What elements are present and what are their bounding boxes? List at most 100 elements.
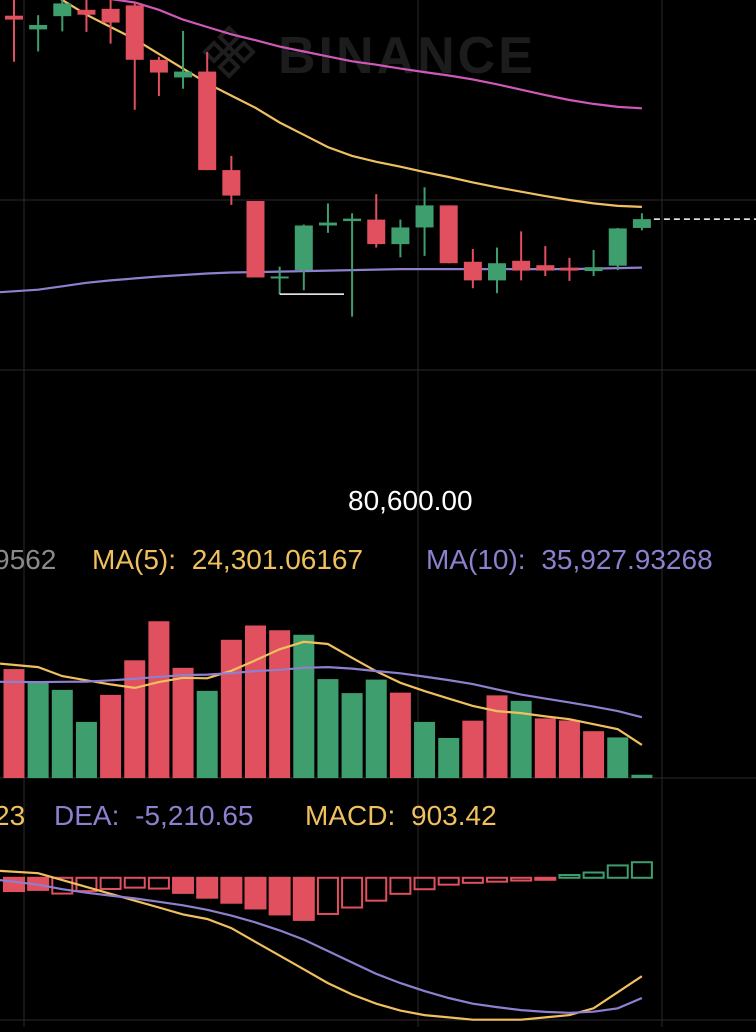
volume-bar — [124, 660, 146, 778]
volume-bar — [220, 639, 242, 778]
volume-bar — [148, 621, 170, 778]
macd-hist-bar — [486, 876, 508, 883]
candle — [367, 194, 386, 248]
macd-hist-bar — [389, 876, 412, 895]
volume-bar — [558, 720, 580, 778]
candle-body — [270, 276, 289, 279]
volume-bar — [414, 721, 436, 778]
volume-bar — [462, 720, 484, 778]
volume-bar — [341, 693, 363, 778]
macd-hist-bar — [172, 876, 195, 894]
candle — [391, 219, 410, 258]
binance-logo-icon — [202, 25, 256, 79]
macd-hist-bar — [123, 876, 146, 889]
watermark-text: BINANCE — [278, 27, 536, 85]
volume-ma-line-0 — [0, 640, 643, 746]
candle — [222, 155, 241, 205]
candle-body — [77, 9, 96, 15]
volume-legend: 9562 MA(5): 24,301.06167 MA(10): 35,927.… — [0, 544, 713, 575]
volume-bar — [51, 689, 73, 778]
candle — [584, 250, 603, 276]
candle — [343, 213, 362, 317]
candle-body — [584, 267, 603, 272]
candle-body — [439, 205, 458, 264]
candle — [5, 0, 23, 62]
candle — [318, 203, 337, 233]
candle — [632, 213, 651, 231]
macd-hist-bar — [558, 874, 581, 879]
candle — [53, 0, 72, 32]
macd-legend: 23 DEA: -5,210.65 MACD: 903.42 — [0, 800, 497, 831]
volume-bars — [3, 621, 653, 778]
candle-body — [608, 228, 627, 266]
candle-body — [318, 222, 337, 226]
macd-hist-bar — [292, 876, 315, 921]
candle-body — [536, 265, 555, 271]
volume-bar — [3, 669, 25, 778]
candle-body — [29, 25, 48, 30]
candle-body — [391, 227, 410, 245]
macd-hist-bar — [510, 876, 533, 882]
candle — [198, 51, 217, 171]
volume-bar — [100, 694, 122, 778]
candle — [608, 227, 627, 271]
dea-label: DEA: — [54, 800, 119, 831]
volume-bar — [75, 721, 97, 778]
macd-hist-bar — [582, 871, 605, 879]
candle — [463, 249, 482, 289]
candle — [294, 224, 313, 291]
candle-body — [343, 218, 362, 222]
volume-bar — [631, 774, 653, 778]
candle-body — [294, 225, 313, 271]
candle — [174, 30, 193, 89]
macd-hist-bar — [365, 876, 388, 902]
macd-histogram — [3, 861, 653, 921]
ma5-value: 24,301.06167 — [192, 544, 363, 575]
candle-body — [488, 263, 506, 281]
volume-bar — [534, 718, 556, 778]
candle — [246, 200, 265, 278]
candle — [149, 56, 168, 97]
candle — [77, 0, 96, 32]
ma10-value: 35,927.93268 — [541, 544, 712, 575]
macd-hist-bar — [244, 876, 267, 910]
macd-value: 903.42 — [411, 800, 497, 831]
candle-body — [560, 267, 579, 271]
volume-bar — [607, 737, 629, 778]
price-ma-line-0 — [60, 0, 642, 208]
candle-body — [415, 205, 434, 228]
macd-hist-bar — [437, 876, 460, 886]
candle-body — [222, 170, 241, 196]
candle-body — [101, 8, 120, 23]
macd-line-1 — [0, 879, 643, 1014]
ma5-label: MA(5): — [92, 544, 176, 575]
volume-bar — [245, 625, 266, 778]
macd-hist-bar — [196, 876, 219, 899]
volume-bar — [365, 679, 387, 778]
price-candles — [5, 0, 756, 317]
candle — [488, 247, 506, 294]
candle — [560, 257, 579, 281]
macd-hist-bar — [630, 861, 653, 879]
candle-body — [125, 5, 144, 60]
candle — [512, 231, 531, 281]
volume-bar — [486, 695, 508, 778]
macd-hist-bar — [99, 876, 122, 891]
price-ma-line-1 — [109, 0, 642, 110]
macd-hist-bar — [341, 876, 364, 909]
volume-bar — [196, 690, 218, 778]
volume-bar — [317, 679, 339, 778]
macd-hist-bar — [268, 876, 291, 916]
volume-bar — [269, 630, 291, 778]
candle-body — [149, 59, 168, 73]
ma10-label: MA(10): — [426, 544, 526, 575]
candle-body — [632, 219, 651, 228]
macd-hist-bar — [534, 876, 557, 881]
candle — [29, 15, 48, 52]
candle — [415, 187, 434, 256]
low-price-label: 80,600.00 — [348, 485, 473, 516]
volume-bar — [389, 692, 411, 778]
macd-hist-bar — [220, 876, 243, 904]
